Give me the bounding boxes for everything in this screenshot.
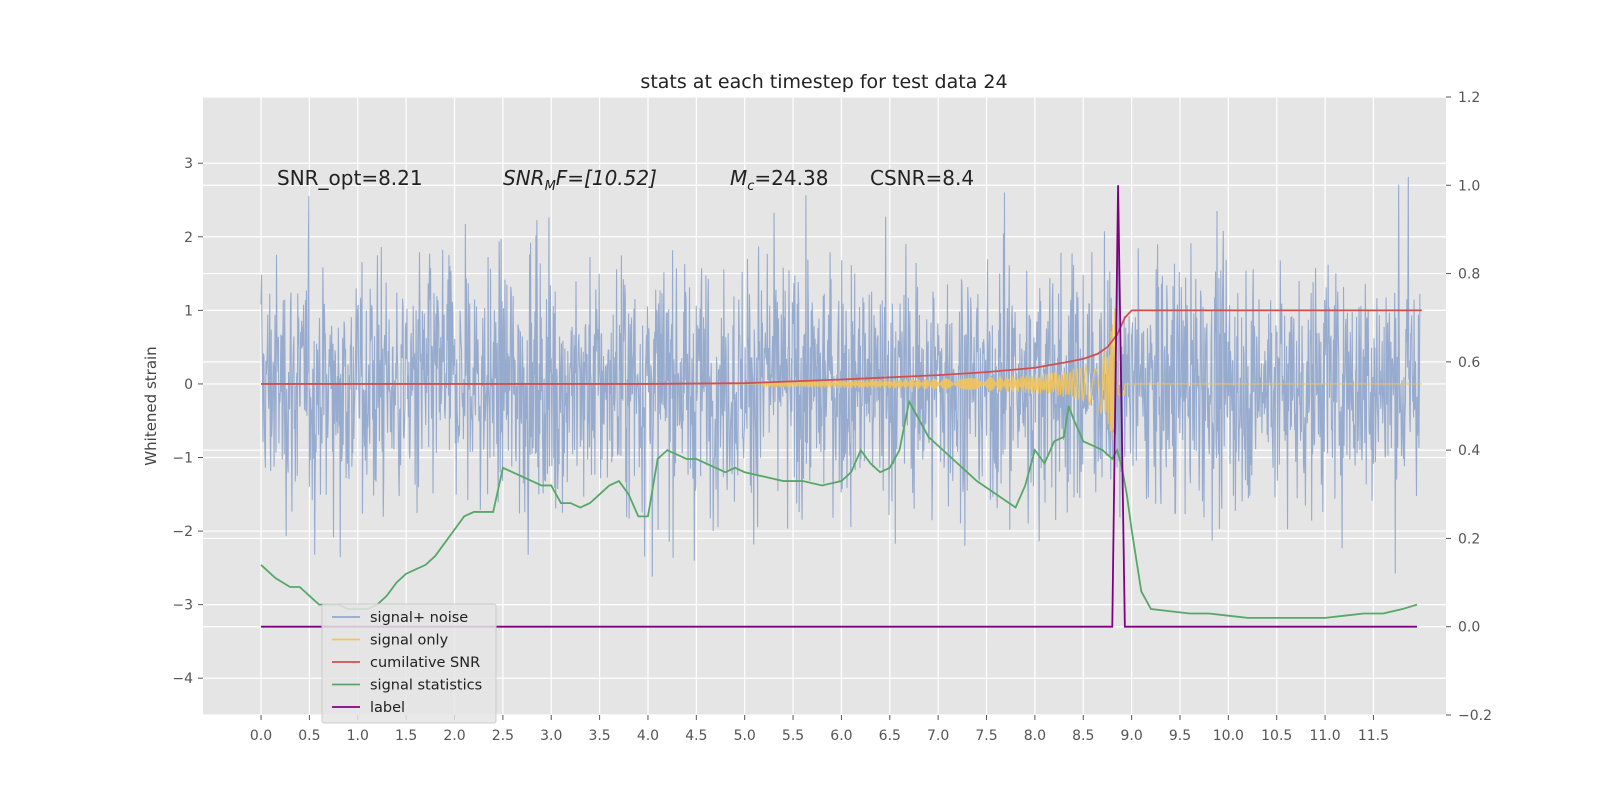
label-line (261, 185, 1417, 628)
legend-label: cumilative SNR (370, 655, 480, 671)
legend-label: signal+ noise (370, 610, 468, 626)
x-tick-label: 6.5 (879, 728, 901, 744)
annotation-snr-mf-sub: M (545, 179, 556, 194)
x-tick-label: 11.5 (1358, 728, 1389, 744)
y-left-tick-label: −3 (172, 598, 193, 614)
legend-label: signal statistics (370, 678, 482, 694)
x-tick-label: 10.5 (1261, 728, 1292, 744)
legend-box (321, 603, 497, 724)
y-right-tick-label: 1.2 (1458, 90, 1480, 106)
x-tick-label: 3.0 (540, 728, 562, 744)
x-tick-label: 9.5 (1169, 728, 1191, 744)
y-left-tick-label: 3 (184, 156, 193, 172)
x-tick-label: 0.0 (250, 728, 272, 744)
annotation-mc: Mc=24.38 (730, 166, 828, 194)
y-right-tick-label: 0.6 (1458, 355, 1480, 371)
x-tick-label: 11.0 (1309, 728, 1340, 744)
annotation-mc-rest: =24.38 (754, 166, 828, 190)
annotation-snr-mf-rest: F=[10.52] (556, 166, 657, 190)
y-axis-right-ticks: 1.2 1.0 0.8 0.6 0.4 0.2 0.0 −0.2 (1446, 90, 1492, 724)
x-tick-label: 4.0 (637, 728, 659, 744)
annotation-snr-opt: SNR_opt=8.21 (277, 166, 423, 190)
legend-items: signal+ noise signal only cumilative SNR si… (332, 610, 482, 716)
x-tick-label: 5.0 (734, 728, 756, 744)
y-left-tick-label: 1 (184, 303, 193, 319)
x-tick-label: 4.5 (685, 728, 707, 744)
annotation-snr-mf: SNRMF=[10.52] (503, 166, 657, 194)
y-right-tick-label: 1.0 (1458, 178, 1480, 194)
x-tick-label: 8.0 (1024, 728, 1046, 744)
annotation-mc-base: M (730, 166, 747, 190)
line-series (260, 185, 1422, 628)
x-tick-label: 0.5 (298, 728, 320, 744)
y-axis-label: Whitened strain (142, 346, 160, 465)
chart-title: stats at each timestep for test data 24 (640, 71, 1007, 93)
y-right-tick-label: 0.8 (1458, 267, 1480, 283)
legend: signal+ noise signal only cumilative SNR si… (321, 603, 497, 724)
x-tick-label: 5.5 (782, 728, 804, 744)
annotation-mc-sub: c (747, 179, 754, 194)
x-tick-label: 8.5 (1072, 728, 1094, 744)
legend-label: signal only (370, 633, 449, 649)
x-tick-label: 2.0 (443, 728, 465, 744)
y-left-tick-label: −1 (172, 451, 193, 467)
y-left-tick-label: 2 (184, 230, 193, 246)
y-left-tick-label: 0 (184, 377, 193, 393)
y-axis-left-ticks: 3 2 1 0 −1 −2 −3 −4 (172, 156, 203, 687)
y-right-tick-label: 0.4 (1458, 443, 1480, 459)
x-tick-label: 2.5 (492, 728, 514, 744)
x-tick-label: 7.0 (927, 728, 949, 744)
x-axis-ticks: 0.0 0.5 1.0 1.5 2.0 2.5 3.0 3.5 4.0 4.5 5.0 5.5 6.0 6… (250, 715, 1389, 744)
legend-label: label (370, 700, 405, 716)
y-right-tick-label: 0.2 (1458, 531, 1480, 547)
x-tick-label: 9.0 (1120, 728, 1142, 744)
y-right-tick-label: −0.2 (1458, 708, 1492, 724)
y-left-tick-label: −4 (172, 671, 193, 687)
x-tick-label: 6.0 (830, 728, 852, 744)
annotation-csnr: CSNR=8.4 (870, 166, 974, 190)
signal-statistics-line (260, 398, 1418, 619)
y-left-tick-label: −2 (172, 524, 193, 540)
y-right-tick-label: 0.0 (1458, 620, 1480, 636)
annotation-snr-mf-base: SNR (503, 166, 545, 190)
x-tick-label: 1.0 (347, 728, 369, 744)
signal-noise-line (260, 176, 1421, 577)
x-tick-label: 3.5 (588, 728, 610, 744)
signal-noise-series (260, 176, 1421, 577)
x-tick-label: 1.5 (395, 728, 417, 744)
x-tick-label: 10.0 (1213, 728, 1244, 744)
x-tick-label: 7.5 (975, 728, 997, 744)
